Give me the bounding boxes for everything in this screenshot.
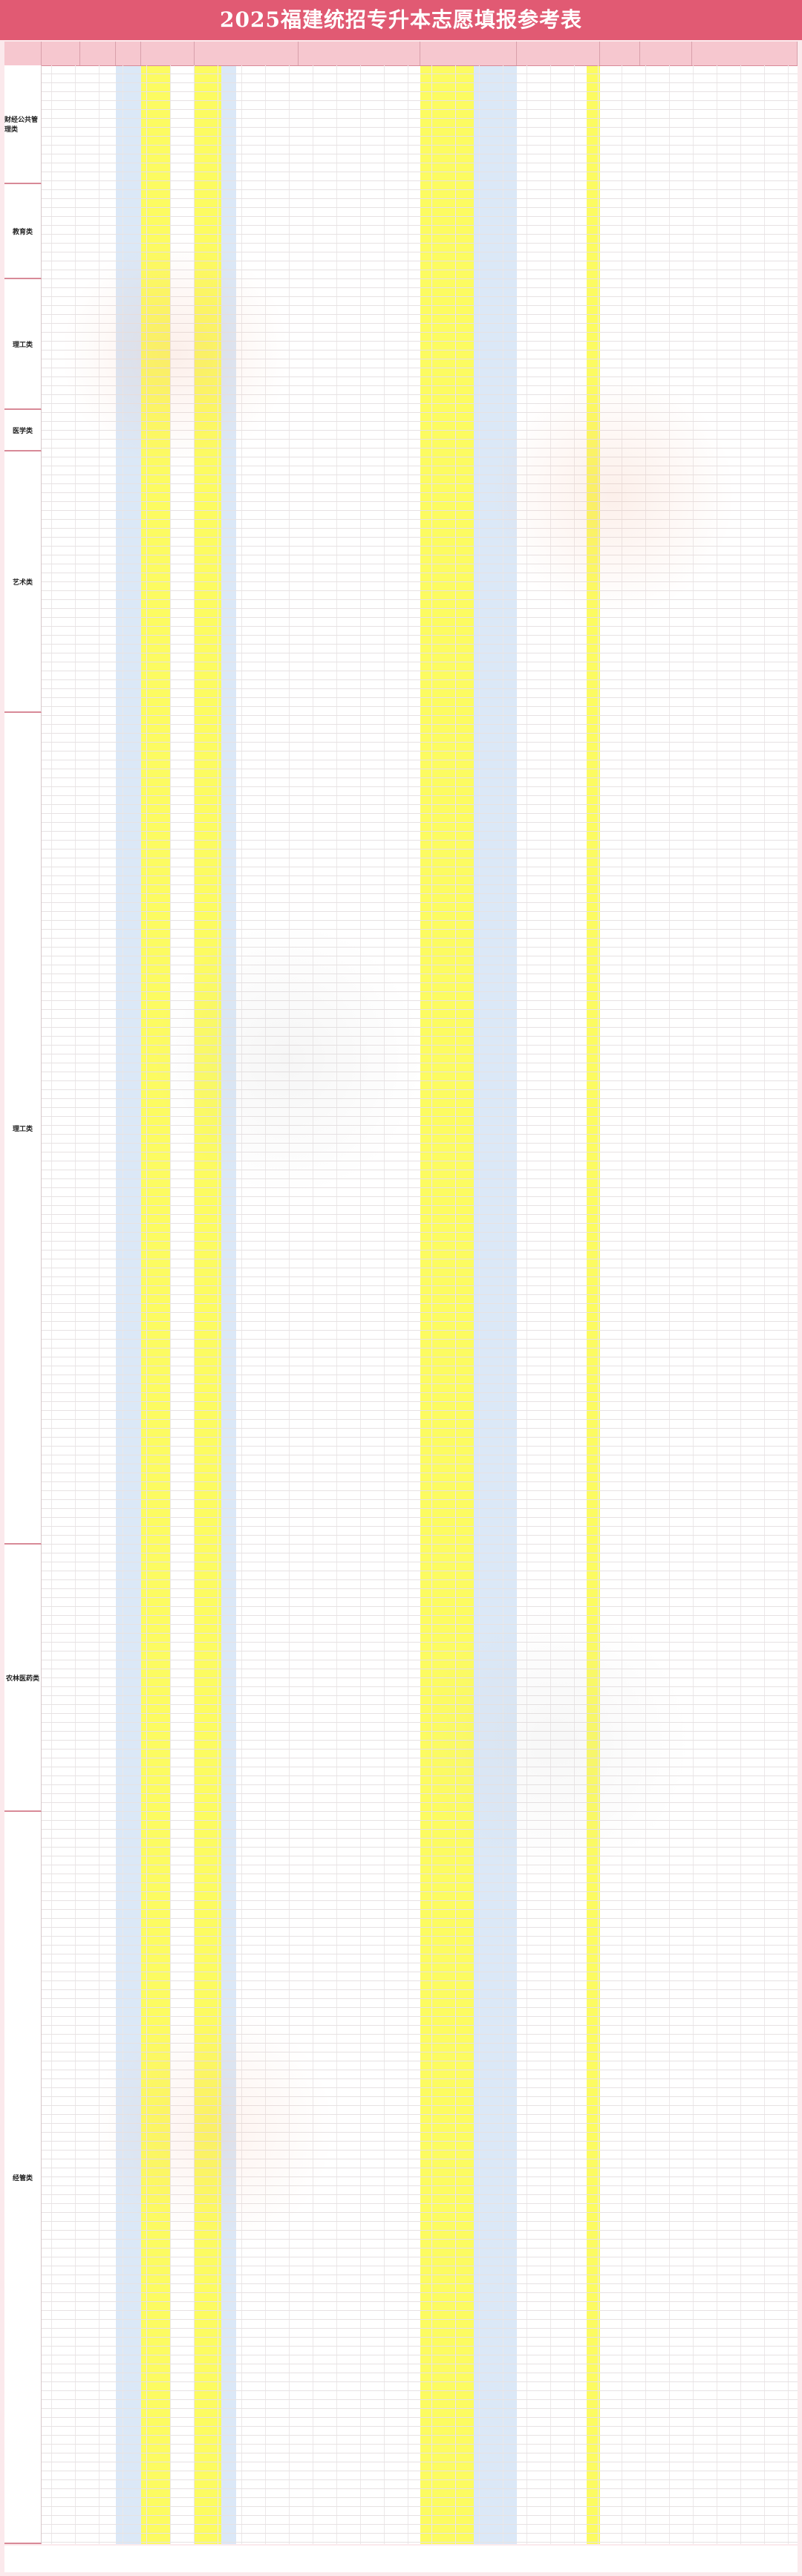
header-cell — [116, 42, 141, 65]
header-cell — [4, 42, 42, 65]
group-label: 理工类 — [4, 279, 42, 410]
group-label: 教育类 — [4, 184, 42, 279]
reference-table: 财经公共管理类 教育类 理工类 医学类 艺术类 理工类 农林医药类 经管类 — [4, 42, 798, 2544]
header-cell — [517, 42, 600, 65]
header-cell — [420, 42, 517, 65]
group-label: 医学类 — [4, 410, 42, 451]
group-label: 理工类 — [4, 713, 42, 1545]
group-label: 农林医药类 — [4, 1545, 42, 1812]
group-label: 经管类 — [4, 1812, 42, 2544]
header-cell — [141, 42, 195, 65]
header-cell — [195, 42, 299, 65]
header-cell — [42, 42, 80, 65]
header-cell — [299, 42, 420, 65]
header-cell — [692, 42, 798, 65]
table-body — [4, 65, 798, 2544]
group-label: 财经公共管理类 — [4, 65, 42, 184]
header-cell — [640, 42, 692, 65]
header-cell — [80, 42, 116, 65]
table-header — [4, 42, 798, 66]
header-cell — [600, 42, 640, 65]
group-label: 艺术类 — [4, 451, 42, 713]
footer-note — [4, 2546, 798, 2572]
page-title: 2025福建统招专升本志愿填报参考表 — [0, 0, 802, 40]
